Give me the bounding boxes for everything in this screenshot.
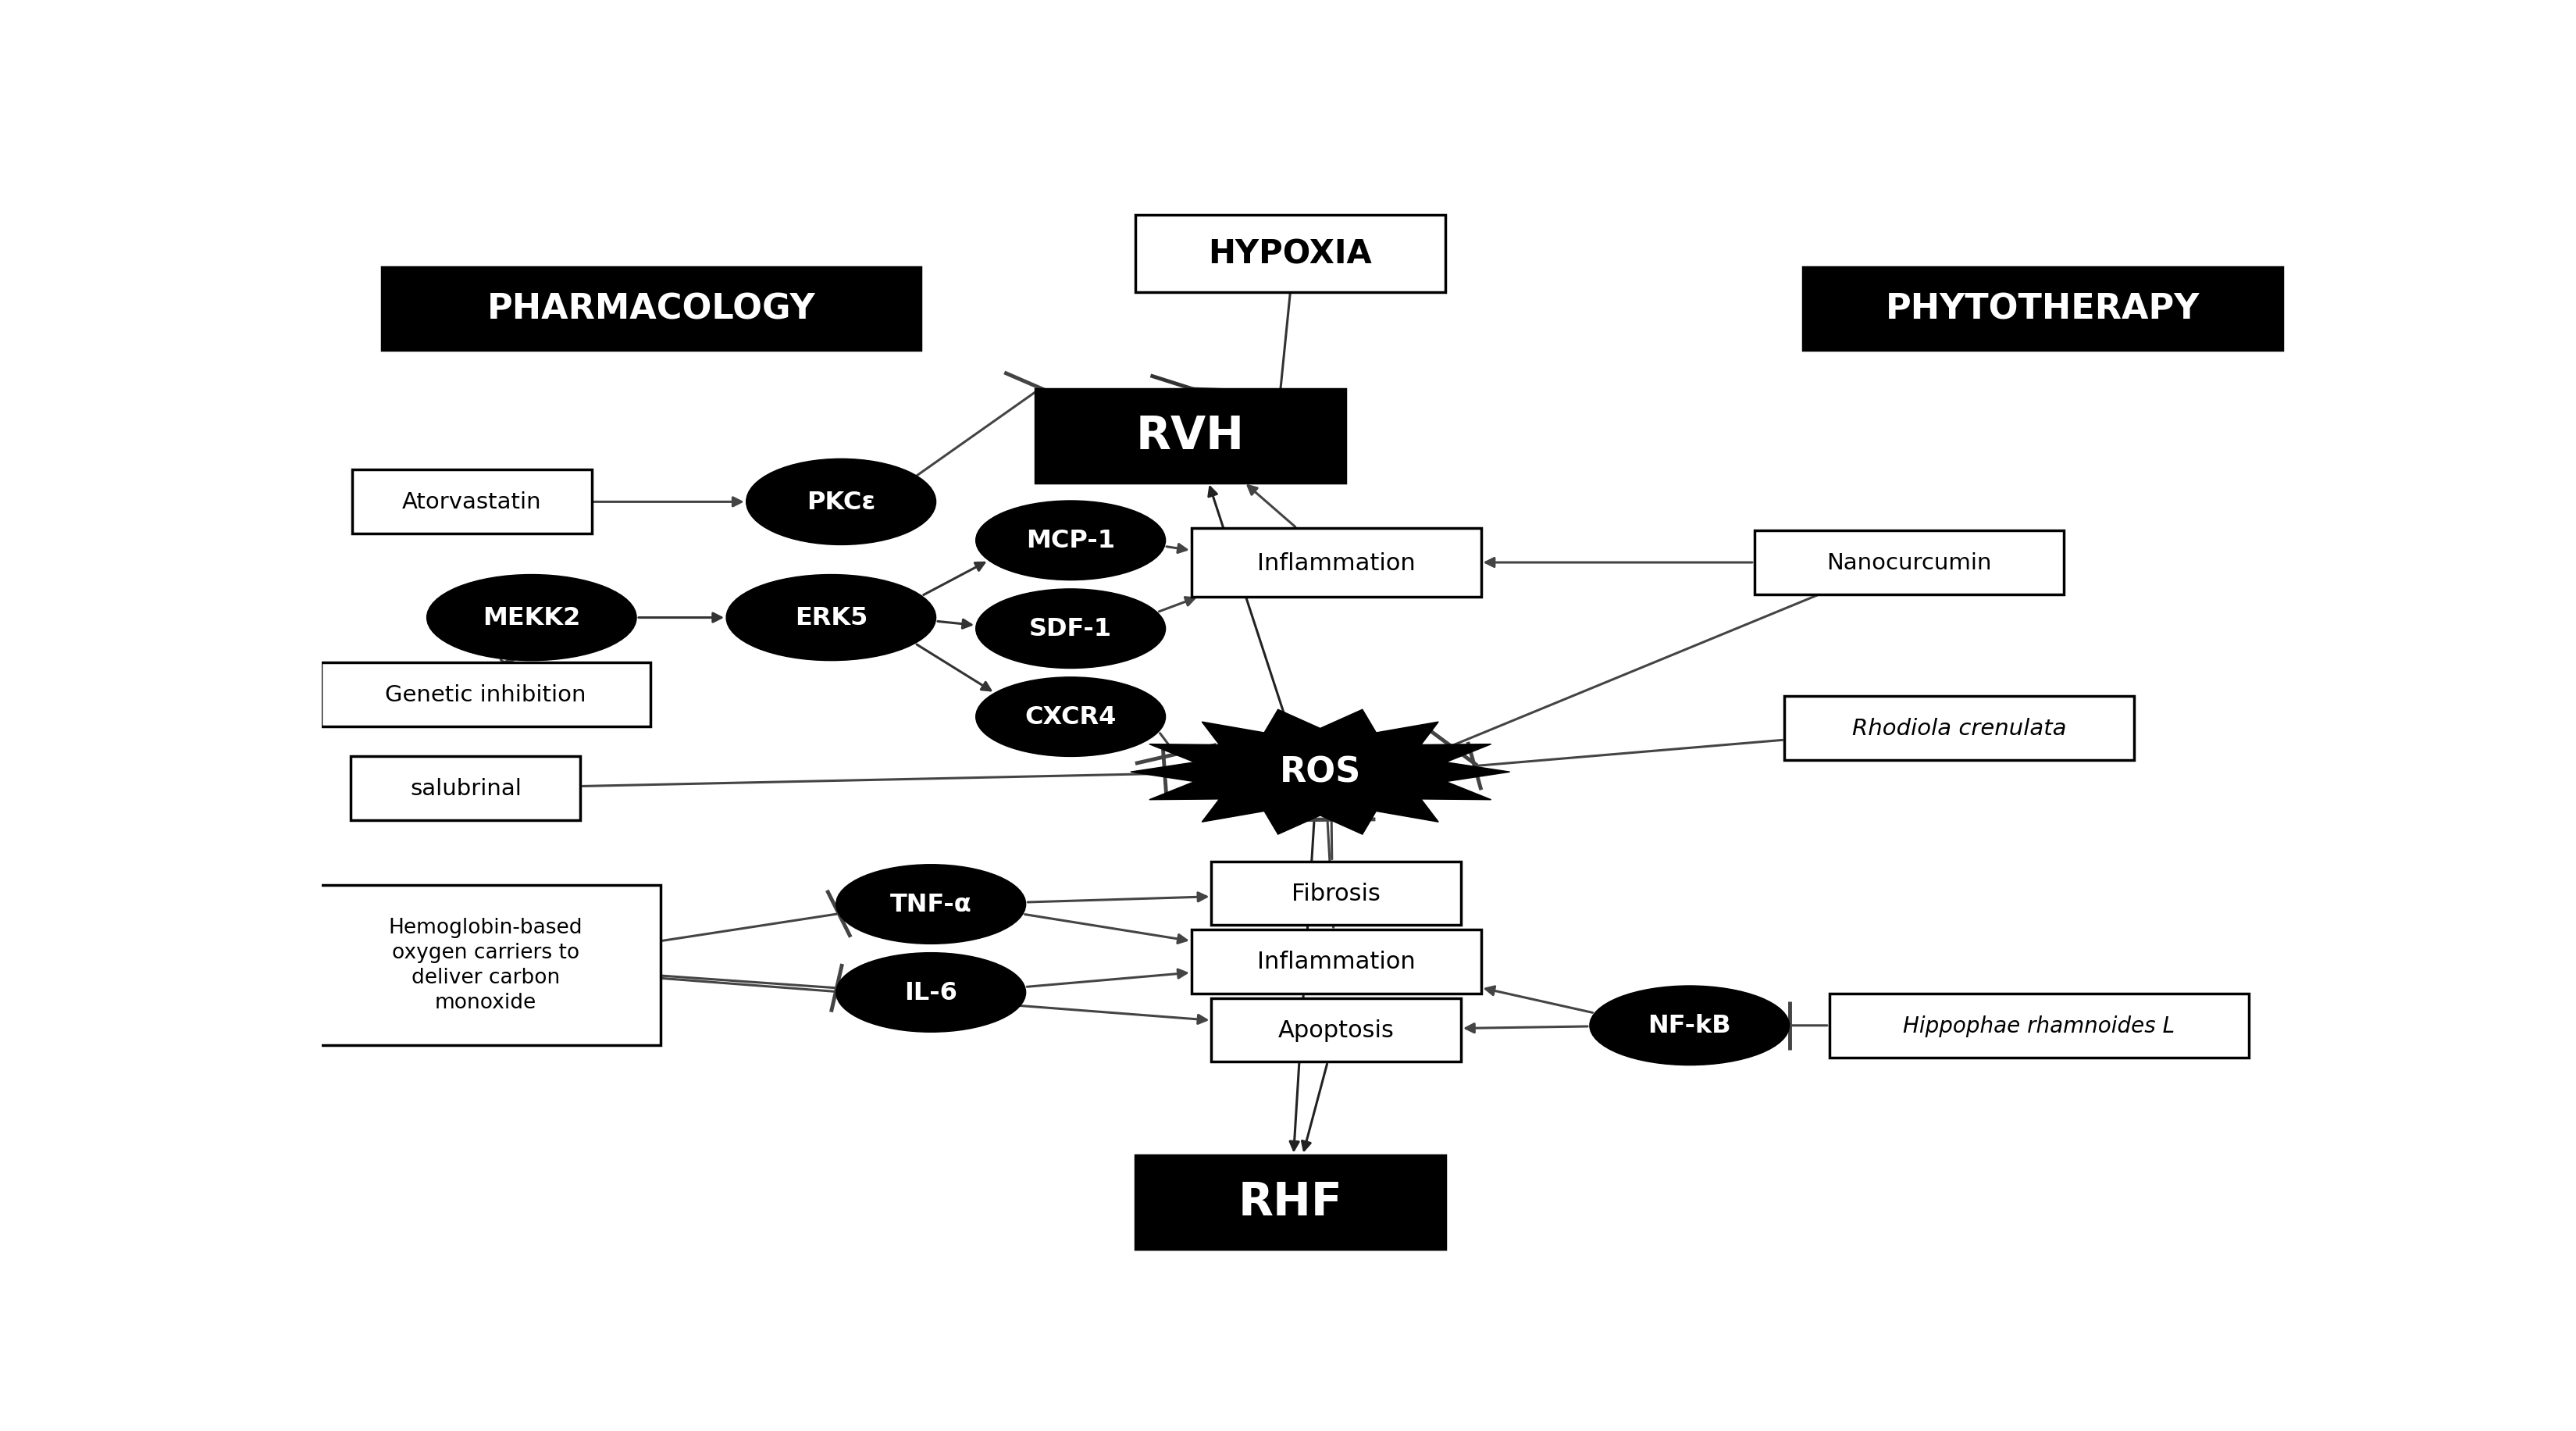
Text: SDF-1: SDF-1 xyxy=(1030,617,1113,641)
FancyBboxPatch shape xyxy=(1785,697,2133,760)
Text: ROS: ROS xyxy=(1280,756,1360,788)
Text: Inflammation: Inflammation xyxy=(1257,551,1414,574)
Text: MEKK2: MEKK2 xyxy=(482,605,580,630)
Polygon shape xyxy=(1131,710,1510,834)
FancyBboxPatch shape xyxy=(1136,216,1445,293)
Ellipse shape xyxy=(976,677,1164,757)
FancyBboxPatch shape xyxy=(381,268,922,351)
Ellipse shape xyxy=(837,864,1025,944)
Text: CXCR4: CXCR4 xyxy=(1025,705,1115,730)
Ellipse shape xyxy=(976,590,1164,668)
Text: NF-kB: NF-kB xyxy=(1649,1013,1731,1037)
Text: Nanocurcumin: Nanocurcumin xyxy=(1826,552,1991,574)
Text: Atorvastatin: Atorvastatin xyxy=(402,491,541,514)
Text: HYPOXIA: HYPOXIA xyxy=(1208,238,1373,270)
FancyBboxPatch shape xyxy=(312,886,659,1045)
Ellipse shape xyxy=(726,575,935,661)
Text: Fibrosis: Fibrosis xyxy=(1291,881,1381,904)
Text: RVH: RVH xyxy=(1136,414,1244,458)
Text: PHYTOTHERAPY: PHYTOTHERAPY xyxy=(1886,293,2200,326)
FancyBboxPatch shape xyxy=(1193,930,1481,993)
Text: IL-6: IL-6 xyxy=(904,980,958,1005)
Text: Inflammation: Inflammation xyxy=(1257,950,1414,973)
Ellipse shape xyxy=(837,953,1025,1032)
FancyBboxPatch shape xyxy=(1136,1155,1445,1249)
Text: RHF: RHF xyxy=(1239,1179,1342,1224)
Text: Hemoglobin-based
oxygen carriers to
deliver carbon
monoxide: Hemoglobin-based oxygen carriers to deli… xyxy=(389,917,582,1013)
Text: Apoptosis: Apoptosis xyxy=(1278,1019,1394,1042)
FancyBboxPatch shape xyxy=(353,471,592,534)
FancyBboxPatch shape xyxy=(1754,531,2063,595)
Text: salubrinal: salubrinal xyxy=(410,778,520,800)
FancyBboxPatch shape xyxy=(1829,993,2249,1058)
FancyBboxPatch shape xyxy=(1211,999,1461,1062)
Text: PHARMACOLOGY: PHARMACOLOGY xyxy=(487,293,817,326)
Ellipse shape xyxy=(747,459,935,545)
Text: TNF-α: TNF-α xyxy=(889,893,971,917)
Ellipse shape xyxy=(428,575,636,661)
Ellipse shape xyxy=(1589,986,1790,1065)
Ellipse shape xyxy=(976,501,1164,581)
Text: ERK5: ERK5 xyxy=(793,605,868,630)
Text: Genetic inhibition: Genetic inhibition xyxy=(386,684,587,705)
Text: Hippophae rhamnoides L: Hippophae rhamnoides L xyxy=(1904,1015,2174,1036)
Text: Rhodiola crenulata: Rhodiola crenulata xyxy=(1852,717,2066,738)
FancyBboxPatch shape xyxy=(1211,861,1461,926)
Text: MCP-1: MCP-1 xyxy=(1025,528,1115,552)
FancyBboxPatch shape xyxy=(1193,528,1481,597)
FancyBboxPatch shape xyxy=(1803,268,2282,351)
Text: PKCε: PKCε xyxy=(806,491,876,514)
FancyBboxPatch shape xyxy=(350,757,580,821)
FancyBboxPatch shape xyxy=(322,663,649,727)
FancyBboxPatch shape xyxy=(1036,389,1345,484)
